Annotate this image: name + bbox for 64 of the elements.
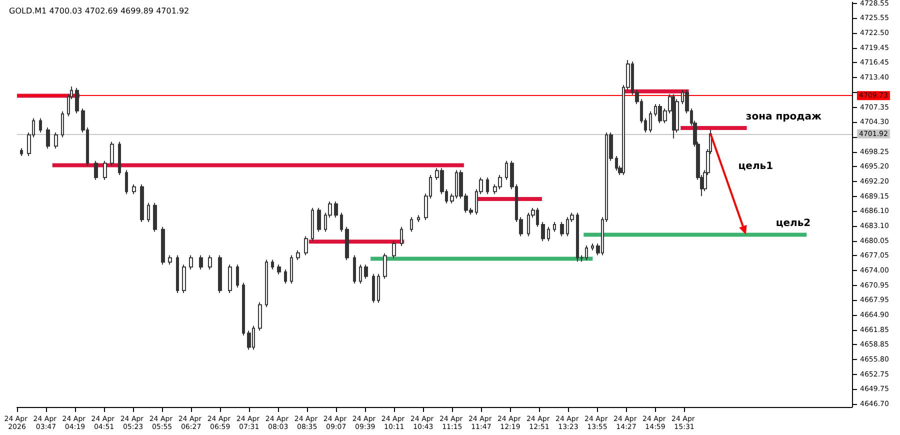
candlestick bbox=[615, 155, 618, 172]
candlestick bbox=[242, 282, 245, 336]
candlestick bbox=[486, 176, 489, 195]
candlestick bbox=[228, 264, 232, 294]
candlestick bbox=[182, 264, 186, 294]
text: GOLD.M1 4700.03 4702.69 4699.89 4701.92 bbox=[9, 6, 190, 16]
candlestick bbox=[61, 110, 64, 138]
annotation: цель1 bbox=[738, 160, 774, 172]
candlestick bbox=[277, 264, 281, 275]
candlestick bbox=[161, 226, 165, 266]
candlestick bbox=[208, 254, 212, 270]
candlestick bbox=[20, 148, 23, 156]
candlestick bbox=[334, 200, 338, 218]
candlestick bbox=[311, 207, 314, 242]
candlestick bbox=[46, 127, 50, 150]
candlestick bbox=[110, 141, 114, 166]
candlestick bbox=[417, 214, 420, 223]
candlestick bbox=[353, 254, 356, 284]
candlestick bbox=[132, 184, 136, 195]
candlestick bbox=[236, 264, 239, 288]
annotation: цель2 bbox=[776, 218, 811, 230]
candlestick bbox=[672, 94, 675, 139]
candlestick bbox=[345, 226, 349, 261]
candlestick bbox=[304, 236, 308, 256]
candlestick bbox=[247, 330, 251, 350]
candlestick bbox=[140, 184, 144, 223]
candlestick bbox=[400, 226, 403, 246]
candlestick bbox=[290, 254, 293, 284]
candlestick bbox=[168, 254, 172, 266]
candlestick bbox=[153, 202, 157, 232]
candlestick bbox=[147, 202, 150, 223]
candlestick bbox=[410, 216, 413, 232]
candlestick bbox=[340, 212, 343, 232]
candlestick bbox=[189, 254, 193, 270]
candlestick bbox=[258, 302, 262, 332]
candlestick bbox=[372, 273, 375, 304]
candlestick bbox=[505, 160, 508, 180]
candlestick bbox=[176, 254, 179, 294]
candlestick bbox=[39, 118, 42, 133]
candlestick bbox=[296, 250, 300, 261]
candlestick bbox=[649, 110, 652, 133]
candlestick bbox=[118, 141, 121, 176]
candlestick bbox=[560, 222, 564, 237]
candlestick bbox=[377, 273, 380, 304]
candlestick bbox=[103, 160, 107, 180]
candlestick bbox=[541, 222, 545, 242]
candlestick bbox=[591, 243, 594, 251]
candlestick bbox=[383, 252, 387, 280]
candlestick bbox=[94, 160, 98, 180]
candlestick bbox=[125, 170, 128, 195]
annotation: зона продаж bbox=[746, 112, 822, 123]
candlestick bbox=[199, 254, 203, 270]
candlestick bbox=[364, 264, 368, 280]
candlestick bbox=[553, 222, 556, 232]
candlestick bbox=[547, 226, 550, 242]
candlestick bbox=[317, 207, 321, 232]
candlestick bbox=[284, 268, 287, 284]
candlestick bbox=[75, 87, 79, 114]
candlestick bbox=[265, 259, 268, 308]
candlestick bbox=[54, 132, 58, 150]
candlestick bbox=[359, 264, 362, 284]
candlestick bbox=[218, 254, 222, 294]
candlestick bbox=[271, 259, 274, 270]
candlestick bbox=[392, 240, 396, 259]
